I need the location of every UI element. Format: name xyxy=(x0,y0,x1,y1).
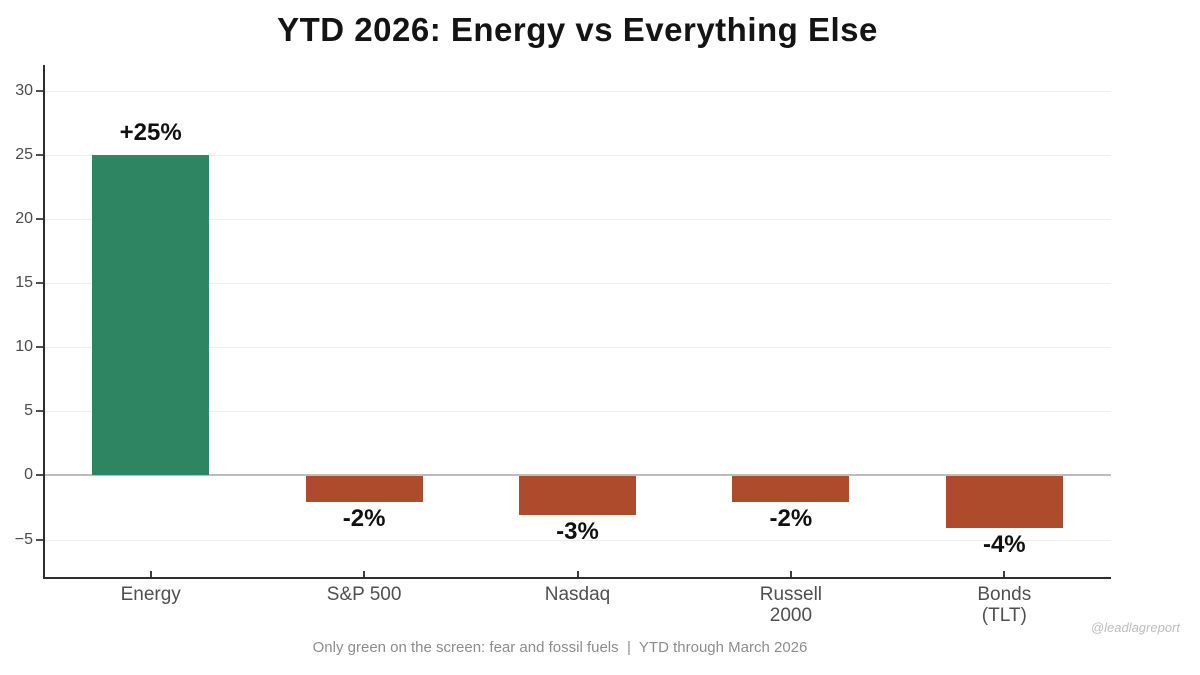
y-tick-label: 30 xyxy=(15,81,33,99)
bar-value-label: -2% xyxy=(342,505,386,533)
x-axis-label-4: Russell 2000 xyxy=(759,584,823,626)
x-axis-tick xyxy=(1003,571,1006,577)
x-axis-label-1: Energy xyxy=(120,584,181,605)
caption: Only green on the screen: fear and fossi… xyxy=(312,639,808,656)
x-axis-line xyxy=(43,577,1111,579)
y-axis-tick xyxy=(36,282,43,285)
chart-title: YTD 2026: Energy vs Everything Else xyxy=(277,11,878,48)
y-tick-label: 5 xyxy=(24,402,33,420)
x-axis-label-2: S&P 500 xyxy=(326,584,402,605)
x-axis-tick xyxy=(576,571,579,577)
zero-line xyxy=(44,474,1111,477)
x-axis-label-3: Nasdaq xyxy=(544,584,611,605)
y-axis-tick xyxy=(36,217,43,220)
gridline xyxy=(44,154,1111,156)
x-axis-label-5: Bonds (TLT) xyxy=(977,584,1032,626)
bar-russell-2000 xyxy=(732,476,850,503)
bar-value-label: -2% xyxy=(769,505,813,533)
gridline xyxy=(44,283,1111,285)
bar-value-label: +25% xyxy=(119,118,182,146)
watermark: @leadlagreport xyxy=(1090,620,1180,635)
bar-nasdaq xyxy=(519,476,636,515)
bar-value-label: -3% xyxy=(556,517,599,545)
x-axis-tick xyxy=(363,571,366,577)
y-axis-line xyxy=(43,65,45,578)
y-axis-tick xyxy=(36,474,43,477)
bar-s-p-500 xyxy=(305,476,423,503)
y-axis-tick xyxy=(36,538,43,541)
y-axis-tick xyxy=(36,153,43,156)
y-tick-label: 15 xyxy=(15,274,33,292)
y-axis-tick xyxy=(36,410,43,413)
bar-energy xyxy=(92,154,210,476)
x-axis-tick xyxy=(789,571,792,577)
y-tick-label: 10 xyxy=(15,338,33,356)
gridline xyxy=(44,347,1111,349)
gridline xyxy=(44,90,1111,92)
y-tick-label: 25 xyxy=(15,145,33,163)
y-tick-label: 0 xyxy=(24,466,33,484)
gridline xyxy=(44,411,1111,413)
gridline xyxy=(44,218,1111,220)
y-axis-tick xyxy=(36,346,43,349)
bar-bonds-tlt- xyxy=(945,476,1063,528)
x-axis-tick xyxy=(149,571,152,577)
gridline xyxy=(44,539,1111,541)
y-tick-label: 20 xyxy=(15,209,33,227)
y-tick-label: −5 xyxy=(14,530,33,548)
y-axis-tick xyxy=(36,89,43,92)
bar-value-label: -4% xyxy=(982,530,1026,558)
